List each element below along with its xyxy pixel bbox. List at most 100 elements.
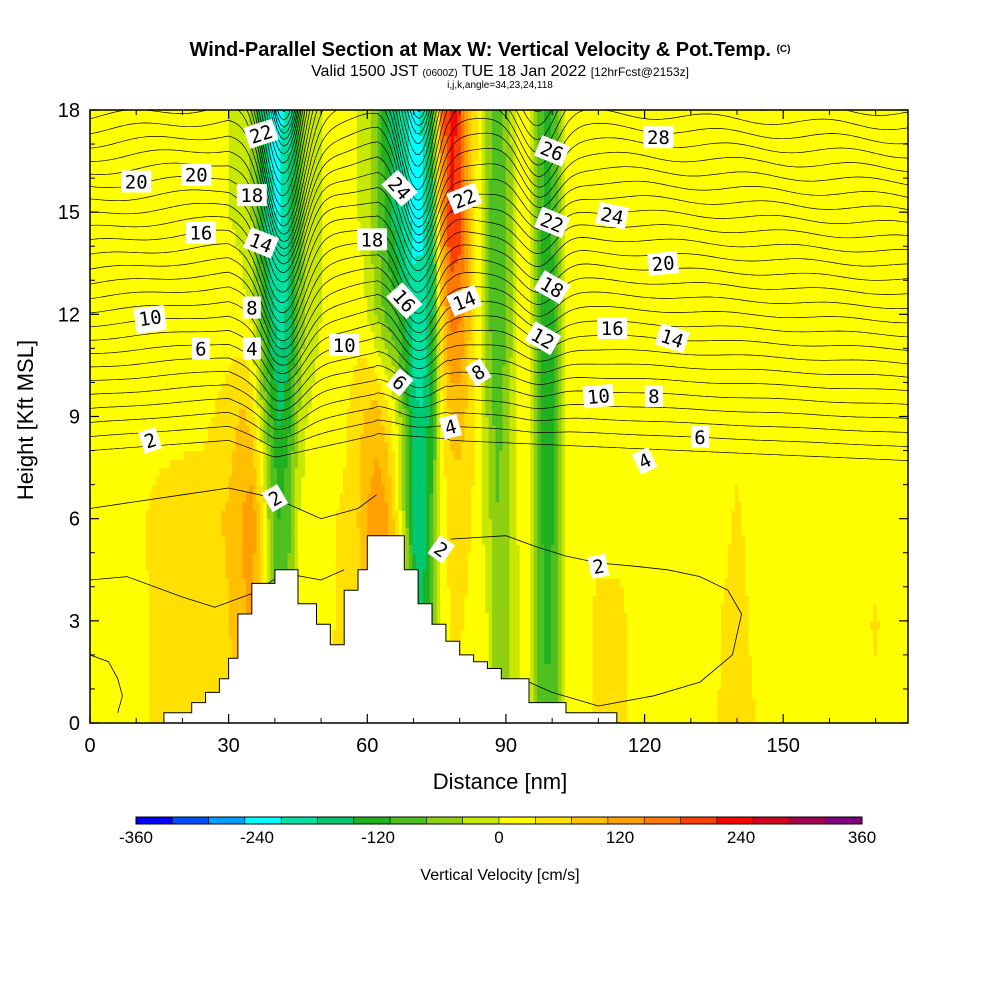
velocity-cell	[474, 578, 479, 588]
velocity-cell	[152, 569, 157, 579]
velocity-cell	[599, 646, 604, 656]
velocity-cell	[502, 552, 507, 562]
velocity-cell	[557, 578, 562, 588]
velocity-cell	[474, 637, 479, 647]
velocity-cell	[609, 603, 614, 613]
velocity-cell	[800, 595, 805, 605]
velocity-cell	[731, 629, 736, 639]
velocity-cell	[710, 595, 715, 605]
velocity-cell	[904, 637, 908, 647]
velocity-cell	[481, 620, 486, 630]
velocity-cell	[675, 688, 680, 699]
velocity-cell	[218, 561, 223, 571]
velocity-cell	[173, 552, 178, 562]
velocity-cell	[585, 544, 590, 554]
velocity-cell	[429, 552, 434, 562]
velocity-cell	[488, 612, 493, 622]
velocity-cell	[110, 620, 115, 630]
velocity-cell	[505, 663, 510, 673]
velocity-cell	[821, 714, 826, 723]
velocity-cell	[176, 697, 181, 707]
velocity-cell	[110, 697, 115, 707]
velocity-cell	[481, 612, 486, 622]
velocity-cell	[291, 552, 296, 562]
velocity-cell	[828, 595, 833, 605]
velocity-cell	[585, 603, 590, 613]
velocity-cell	[530, 612, 535, 622]
velocity-cell	[214, 544, 219, 554]
velocity-cell	[623, 578, 628, 588]
velocity-cell	[578, 671, 583, 682]
velocity-cell	[207, 586, 212, 596]
velocity-cell	[190, 688, 195, 699]
velocity-cell	[634, 637, 639, 647]
velocity-cell	[613, 586, 618, 596]
velocity-cell	[481, 654, 486, 664]
velocity-cell	[523, 552, 528, 562]
velocity-cell	[460, 561, 465, 571]
velocity-cell	[901, 646, 906, 656]
velocity-cell	[828, 612, 833, 622]
velocity-cell	[641, 637, 646, 647]
velocity-cell	[141, 680, 147, 690]
velocity-cell	[526, 578, 531, 588]
velocity-cell	[765, 663, 770, 673]
velocity-cell	[783, 705, 788, 716]
velocity-cell	[672, 654, 677, 664]
velocity-cell	[779, 629, 784, 639]
velocity-cell	[852, 654, 857, 664]
velocity-cell	[245, 544, 251, 554]
velocity-cell	[117, 603, 122, 613]
velocity-cell	[665, 561, 670, 571]
velocity-cell	[460, 620, 465, 630]
velocity-cell	[807, 637, 812, 647]
velocity-cell	[197, 620, 202, 630]
velocity-cell	[349, 544, 355, 554]
velocity-cell	[152, 637, 157, 647]
velocity-cell	[232, 637, 237, 647]
velocity-cell	[634, 654, 639, 664]
velocity-cell	[752, 561, 757, 571]
velocity-cell	[239, 552, 244, 562]
velocity-cell	[200, 646, 205, 656]
velocity-cell	[675, 620, 680, 630]
velocity-cell	[845, 646, 850, 656]
velocity-cell	[599, 629, 604, 639]
velocity-cell	[831, 578, 836, 588]
velocity-cell	[197, 671, 202, 682]
velocity-cell	[499, 603, 504, 613]
velocity-cell	[838, 688, 843, 699]
velocity-cell	[682, 544, 687, 554]
velocity-cell	[426, 544, 431, 554]
velocity-cell	[748, 544, 753, 554]
velocity-cell	[713, 612, 718, 622]
velocity-cell	[717, 688, 722, 699]
velocity-cell	[852, 612, 857, 622]
velocity-cell	[897, 688, 902, 699]
velocity-cell	[297, 561, 303, 571]
velocity-cell	[492, 595, 497, 605]
velocity-cell	[786, 612, 791, 622]
velocity-cell	[152, 654, 157, 664]
velocity-cell	[686, 586, 691, 596]
velocity-cell	[148, 535, 153, 545]
velocity-cell	[443, 561, 448, 571]
velocity-cell	[797, 603, 802, 613]
velocity-cell	[814, 671, 819, 682]
velocity-cell	[738, 637, 743, 647]
velocity-cell	[887, 663, 892, 673]
velocity-cell	[602, 595, 608, 605]
velocity-cell	[831, 646, 836, 656]
velocity-cell	[779, 680, 784, 690]
velocity-cell	[682, 697, 687, 707]
velocity-cell	[745, 552, 750, 562]
velocity-cell	[315, 544, 320, 554]
velocity-cell	[228, 544, 233, 554]
velocity-cell	[887, 578, 892, 588]
velocity-cell	[804, 688, 809, 699]
velocity-cell	[273, 552, 278, 562]
velocity-cell	[152, 595, 157, 605]
velocity-cell	[786, 671, 791, 682]
velocity-cell	[117, 595, 122, 605]
velocity-cell	[606, 680, 611, 690]
